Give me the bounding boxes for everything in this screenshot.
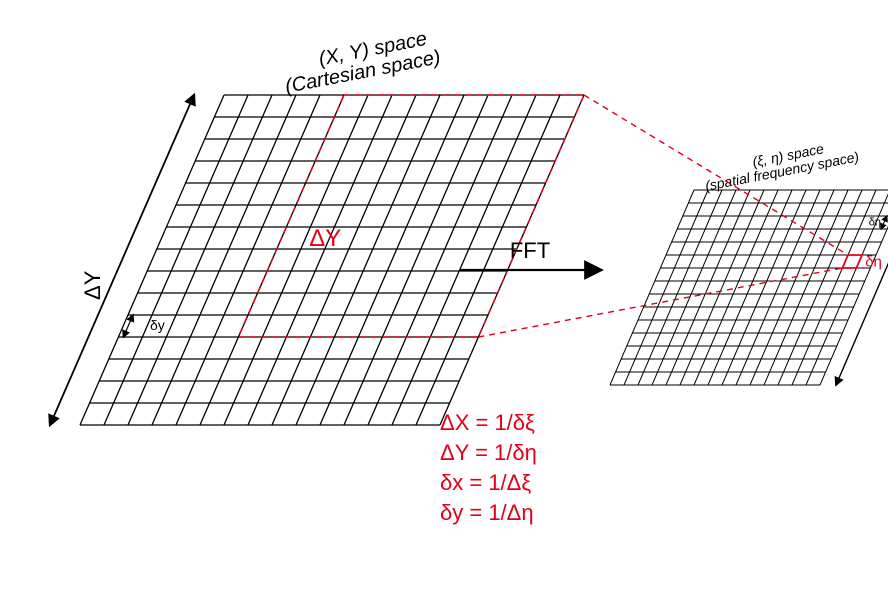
- equation-line-2: δx = 1/Δξ: [440, 470, 531, 495]
- left-grid-vline: [272, 95, 416, 425]
- left-grid-vline: [176, 95, 320, 425]
- right-grid-vline: [666, 190, 750, 385]
- left-grid-vline: [248, 95, 392, 425]
- right-grid-vline: [750, 190, 834, 385]
- left-grid-vline: [104, 95, 248, 425]
- left-grid-vline: [152, 95, 296, 425]
- left-grid-vline: [344, 95, 488, 425]
- right-grid-vline: [610, 190, 694, 385]
- right-grid-vline: [722, 190, 806, 385]
- left-red-overlay-label: ΔY: [309, 225, 341, 252]
- left-grid-vline: [80, 95, 224, 425]
- right-red-cell-label: δη: [865, 254, 882, 271]
- left-delta-y-label: ΔY: [80, 270, 105, 300]
- right-grid-vline: [680, 190, 764, 385]
- right-grid-vline: [708, 190, 792, 385]
- left-grid-vline: [368, 95, 512, 425]
- left-grid-vline: [224, 95, 368, 425]
- right-grid-vline: [764, 190, 848, 385]
- right-grid-vline: [638, 190, 722, 385]
- right-grid-vline: [778, 190, 862, 385]
- right-grid-vline: [694, 190, 778, 385]
- equation-line-1: ΔY = 1/δη: [440, 440, 537, 465]
- right-grid-vline: [652, 190, 736, 385]
- right-grid: [610, 190, 888, 385]
- diagram-root: (X, Y) space(Cartesian space)ΔYδyΔY(ξ, η…: [0, 0, 888, 597]
- left-grid: [80, 95, 584, 425]
- left-small-dy-label: δy: [150, 317, 165, 333]
- right-grid-vline: [792, 190, 876, 385]
- right-small-deta-label: δη: [869, 217, 881, 229]
- right-grid-vline: [736, 190, 820, 385]
- red-projection-line-top: [584, 95, 848, 255]
- left-grid-vline: [128, 95, 272, 425]
- equation-line-3: δy = 1/Δη: [440, 500, 534, 525]
- right-red-cell: [842, 255, 862, 268]
- right-grid-vline: [624, 190, 708, 385]
- left-small-dy-arrow: [123, 315, 133, 337]
- right-small-deta-arrow: [881, 216, 887, 229]
- left-grid-vline: [320, 95, 464, 425]
- equation-line-0: ΔX = 1/δξ: [440, 410, 535, 435]
- left-grid-vline: [296, 95, 440, 425]
- red-projection-line-bottom: [478, 268, 842, 337]
- left-delta-y-arrow: [50, 95, 194, 425]
- fft-label: FFT: [510, 238, 550, 263]
